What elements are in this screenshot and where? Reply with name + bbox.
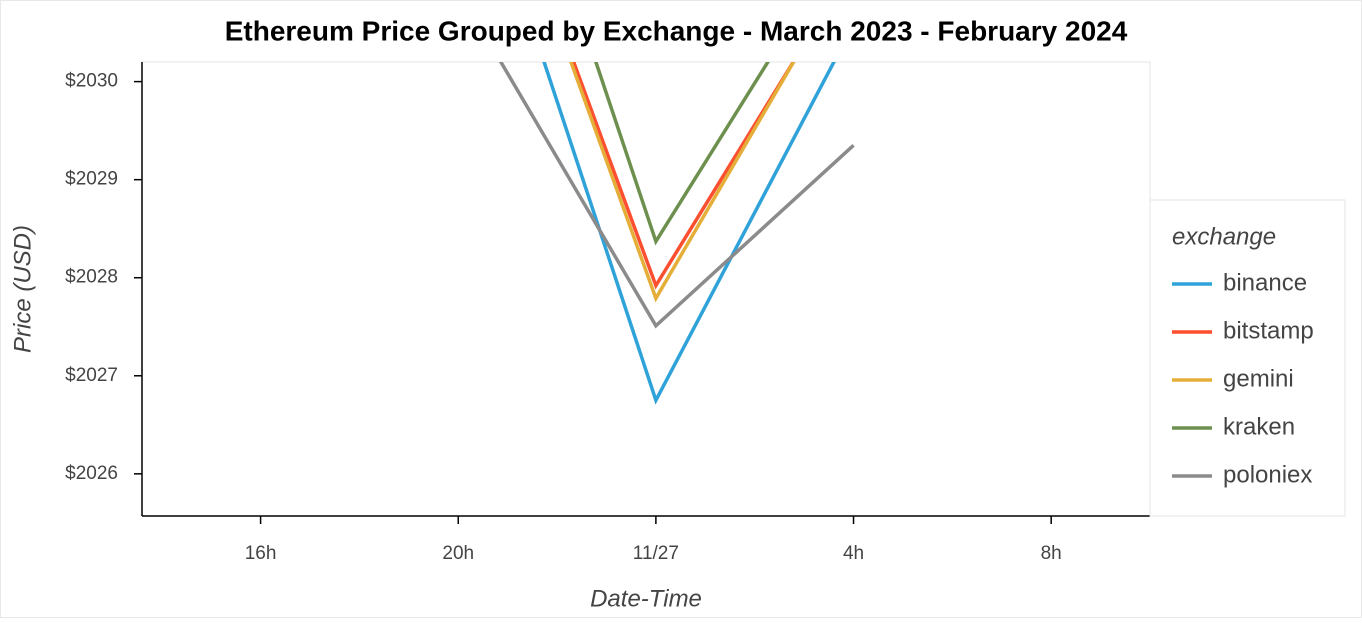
y-tick-label: $2026 [65, 463, 118, 484]
chart-title: Ethereum Price Grouped by Exchange - Mar… [225, 15, 1128, 46]
legend-title: exchange [1172, 223, 1276, 250]
y-tick-label: $2027 [65, 365, 118, 386]
x-tick-label: 11/27 [633, 543, 679, 564]
x-tick-label: 20h [442, 543, 474, 564]
x-tick-label: 4h [843, 543, 864, 564]
y-axis-label: Price (USD) [9, 225, 36, 353]
x-axis-label: Date-Time [590, 585, 702, 612]
lines [498, 62, 855, 405]
y-tick-label: $2030 [65, 71, 118, 92]
series-line [594, 62, 770, 246]
series-line [542, 62, 836, 405]
y-tick-label: $2028 [65, 267, 118, 288]
legend [1149, 199, 1346, 517]
legend-label: bitstamp [1223, 317, 1314, 344]
series-line [498, 62, 855, 329]
series-line [569, 62, 796, 303]
x-tick-label: 16h [245, 543, 277, 564]
legend-label: gemini [1223, 365, 1294, 392]
legend-label: binance [1223, 269, 1307, 296]
legend-label: poloniex [1223, 461, 1312, 488]
legend-label: kraken [1223, 413, 1295, 440]
y-tick-label: $2029 [65, 169, 118, 190]
x-tick-label: 8h [1041, 543, 1062, 564]
